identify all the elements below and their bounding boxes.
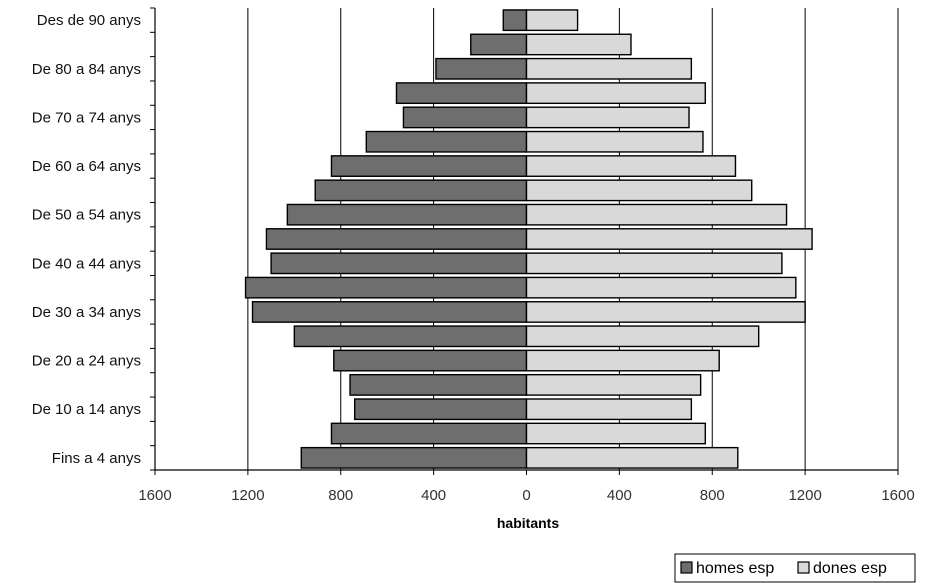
bar-dones-10 [525,203,788,226]
category-label-2: De 10 a 14 anys [32,401,141,418]
bar-dones-11 [525,179,753,202]
x-axis-title: habitants [497,515,559,531]
bar-dones-16 [525,57,693,80]
legend: homes esp dones esp [674,553,916,583]
x-tick-label-6: 800 [700,487,725,504]
bar-homes-14 [402,106,528,129]
bar-homes-17 [470,33,528,56]
bar-homes-11 [314,179,528,202]
category-label-12: De 60 a 64 anys [32,158,141,175]
bar-dones-12 [525,155,737,177]
bar-dones-1 [525,422,706,445]
bar-dones-8 [525,252,783,275]
bar-homes-16 [435,57,528,80]
bar-homes-13 [365,130,528,153]
legend-swatch-0 [680,561,693,574]
bar-dones-17 [525,33,632,56]
bar-homes-12 [330,155,528,177]
legend-label-1: dones esp [813,560,887,577]
category-label-10: De 50 a 54 anys [32,207,141,224]
bar-homes-18 [502,9,528,32]
legend-box [674,553,916,583]
category-label-14: De 70 a 74 anys [32,109,141,126]
bar-dones-14 [525,106,690,129]
category-label-0: Fins a 4 anys [52,450,141,467]
x-tick-label-3: 400 [421,487,446,504]
bar-dones-18 [525,9,579,32]
category-label-18: Des de 90 anys [37,12,141,29]
bar-homes-7 [244,276,528,299]
bar-homes-3 [349,373,528,396]
bar-homes-15 [395,82,528,105]
bar-homes-4 [333,349,528,372]
x-tick-label-7: 1200 [788,487,821,504]
bar-homes-5 [293,325,528,348]
bar-dones-13 [525,130,704,153]
legend-swatch-1 [797,561,810,574]
bars [244,9,813,469]
category-labels: Fins a 4 anys De 10 a 14 anys De 20 a 24 a… [32,12,141,467]
x-tick-label-1: 1200 [231,487,264,504]
category-label-16: De 80 a 84 anys [32,61,141,78]
bar-dones-0 [525,446,739,469]
bar-homes-8 [270,252,528,275]
x-tick-label-4: 0 [522,487,530,504]
bar-dones-9 [525,228,813,250]
category-label-4: De 20 a 24 anys [32,353,141,370]
bar-homes-10 [286,203,528,226]
x-tick-label-5: 400 [607,487,632,504]
bar-dones-2 [525,398,693,421]
bar-homes-1 [330,422,528,445]
bar-dones-6 [525,301,806,323]
x-tick-labels: 1600 1200 800 400 0 400 800 1200 1600 [138,487,914,504]
bar-dones-4 [525,349,720,372]
bar-dones-15 [525,82,706,105]
bar-homes-6 [251,301,528,323]
x-tick-label-0: 1600 [138,487,171,504]
bar-dones-5 [525,325,760,348]
bar-homes-0 [300,446,528,469]
category-label-6: De 30 a 34 anys [32,304,141,321]
bar-homes-2 [353,398,528,421]
x-tick-label-2: 800 [328,487,353,504]
bar-homes-9 [265,228,528,250]
bar-dones-7 [525,276,797,299]
bar-dones-3 [525,373,702,396]
category-label-8: De 40 a 44 anys [32,255,141,272]
x-tick-label-8: 1600 [881,487,914,504]
axes [150,7,899,475]
legend-label-0: homes esp [696,560,774,577]
